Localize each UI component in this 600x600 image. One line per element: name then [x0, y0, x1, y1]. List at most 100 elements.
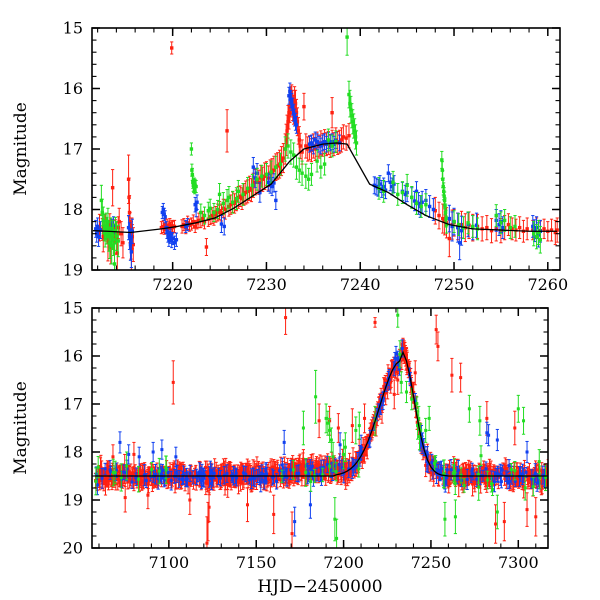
data-point: [294, 111, 299, 115]
data-point: [199, 210, 203, 215]
data-point: [267, 473, 271, 477]
data-point: [169, 232, 173, 236]
data-point: [177, 477, 181, 481]
data-point: [249, 188, 254, 192]
data-point: [429, 459, 433, 463]
data-point: [221, 201, 226, 206]
data-point: [153, 472, 157, 476]
data-point: [115, 251, 120, 255]
data-point: [287, 94, 291, 98]
data-point: [161, 224, 165, 229]
data-point: [534, 235, 539, 239]
data-point: [147, 479, 151, 483]
data-point: [205, 481, 209, 485]
data-point: [147, 470, 151, 474]
data-point: [534, 515, 538, 519]
series-red: [93, 308, 548, 548]
data-point: [129, 250, 134, 254]
data-point: [473, 480, 477, 484]
data-point: [507, 471, 511, 475]
data-point: [166, 470, 170, 474]
data-point: [108, 241, 112, 245]
data-point: [457, 241, 462, 245]
data-point: [289, 97, 293, 102]
data-point: [223, 207, 227, 212]
data-point: [166, 476, 170, 480]
data-point: [95, 483, 99, 487]
data-point: [427, 204, 432, 209]
data-point: [217, 192, 222, 197]
data-point: [271, 465, 275, 469]
data-point: [194, 184, 198, 189]
data-point: [489, 468, 493, 472]
data-point: [317, 142, 321, 146]
data-point: [414, 201, 419, 206]
data-point: [322, 162, 327, 166]
data-point: [330, 462, 334, 466]
data-point: [160, 476, 164, 480]
data-point: [251, 165, 256, 169]
data-point: [363, 416, 367, 420]
data-point: [170, 46, 174, 50]
data-point: [553, 230, 558, 235]
data-point: [180, 224, 184, 229]
data-point: [144, 479, 148, 483]
data-point: [206, 209, 210, 213]
data-point: [346, 472, 350, 476]
y-axis-label: Magnitude: [11, 102, 31, 196]
y-tick-label: 15: [63, 19, 83, 38]
data-point: [100, 227, 105, 232]
data-point: [474, 223, 479, 227]
data-point: [112, 262, 117, 266]
data-point: [171, 380, 175, 384]
data-layer: [92, 28, 559, 270]
data-point: [244, 190, 248, 195]
data-point: [131, 242, 135, 247]
data-point: [131, 471, 135, 475]
data-point: [215, 207, 220, 212]
data-point: [380, 407, 384, 411]
data-point: [392, 182, 396, 186]
data-point: [210, 213, 214, 218]
data-point: [283, 477, 287, 481]
data-point: [193, 224, 197, 229]
data-point: [315, 159, 319, 163]
data-point: [414, 189, 419, 194]
data-point: [245, 503, 249, 507]
data-point: [163, 215, 167, 219]
data-point: [286, 144, 290, 148]
data-point: [296, 129, 301, 133]
data-point: [184, 478, 188, 482]
data-point: [394, 365, 398, 369]
data-point: [262, 174, 267, 178]
data-point: [159, 225, 164, 230]
data-point: [258, 190, 262, 195]
data-point: [502, 520, 506, 524]
data-point: [217, 209, 222, 213]
data-point: [332, 142, 336, 146]
data-point: [129, 472, 133, 476]
data-point: [471, 224, 475, 229]
data-point: [513, 426, 517, 430]
data-point: [104, 224, 108, 229]
data-point: [167, 238, 171, 242]
data-point: [225, 129, 229, 133]
data-point: [456, 225, 460, 230]
data-point: [95, 224, 100, 229]
data-point: [245, 467, 249, 471]
data-point: [209, 475, 213, 479]
data-point: [174, 238, 179, 242]
data-point: [396, 378, 400, 382]
data-point: [304, 144, 308, 148]
data-point: [101, 218, 105, 223]
data-point: [134, 475, 138, 479]
data-point: [337, 471, 341, 475]
y-tick-label: 18: [63, 200, 83, 219]
data-point: [546, 473, 548, 477]
data-point: [373, 320, 377, 324]
data-point: [319, 144, 323, 148]
data-point: [322, 140, 327, 144]
data-point: [306, 177, 311, 181]
data-point: [485, 225, 489, 230]
